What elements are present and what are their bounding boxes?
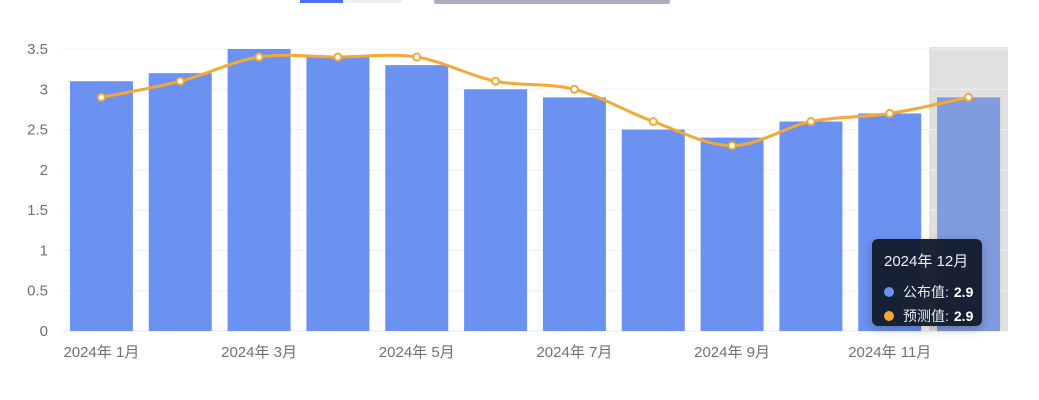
y-axis-label: 1	[40, 242, 48, 259]
line-point-month-8[interactable]	[648, 117, 658, 127]
y-axis-label: 0.5	[27, 283, 48, 300]
bar-month-5[interactable]	[385, 65, 449, 331]
x-axis-label: 2024年 7月	[536, 344, 612, 361]
bar-month-1[interactable]	[69, 81, 133, 331]
y-axis-label: 2	[40, 162, 48, 179]
tooltip-item-published: 公布值: 2.9	[884, 280, 974, 304]
forecast-series-dot-icon	[884, 311, 894, 321]
bar-month-4[interactable]	[306, 57, 370, 332]
tooltip: 2024年 12月 公布值: 2.9 预测值: 2.9	[872, 239, 982, 326]
y-axis-label: 0	[40, 323, 48, 340]
x-axis-label: 2024年 5月	[379, 344, 455, 361]
line-point-month-5[interactable]	[412, 52, 422, 62]
inactive-tab-fragment[interactable]	[343, 0, 403, 3]
line-point-month-1[interactable]	[96, 92, 106, 102]
tooltip-item-label: 公布值:	[903, 284, 949, 300]
tooltip-item-label: 预测值:	[903, 308, 949, 324]
x-axis-label: 2024年 3月	[221, 344, 297, 361]
y-axis-label: 2.5	[27, 122, 48, 139]
bar-month-7[interactable]	[542, 97, 606, 331]
line-point-month-3[interactable]	[254, 52, 264, 62]
x-axis-label: 2024年 1月	[63, 344, 139, 361]
tooltip-title: 2024年 12月	[884, 253, 969, 270]
y-axis-label: 3.5	[27, 41, 48, 58]
line-point-month-4[interactable]	[333, 52, 343, 62]
active-tab-fragment[interactable]	[300, 0, 343, 3]
bar-month-9[interactable]	[700, 137, 764, 331]
y-axis-label: 1.5	[27, 202, 48, 219]
line-point-month-10[interactable]	[806, 117, 816, 127]
bar-month-3[interactable]	[227, 49, 291, 331]
published-series-dot-icon	[884, 287, 894, 297]
line-point-month-11[interactable]	[885, 108, 895, 118]
bar-month-10[interactable]	[779, 121, 843, 331]
tooltip-item-value: 2.9	[953, 284, 974, 300]
scrollbar-thumb-fragment[interactable]	[434, 0, 670, 4]
line-point-month-2[interactable]	[175, 76, 185, 86]
y-axis-label: 3	[40, 81, 48, 98]
line-point-month-6[interactable]	[491, 76, 501, 86]
bar-month-6[interactable]	[464, 89, 528, 332]
bar-month-2[interactable]	[148, 73, 212, 332]
line-point-month-7[interactable]	[569, 84, 579, 94]
x-axis-label: 2024年 9月	[694, 344, 770, 361]
tooltip-item-value: 2.9	[953, 308, 974, 324]
tooltip-item-forecast: 预测值: 2.9	[884, 304, 974, 328]
x-axis-label: 2024年 11月	[848, 344, 931, 361]
line-point-month-12[interactable]	[964, 92, 974, 102]
line-point-month-9[interactable]	[727, 141, 737, 151]
bar-month-8[interactable]	[621, 129, 685, 331]
